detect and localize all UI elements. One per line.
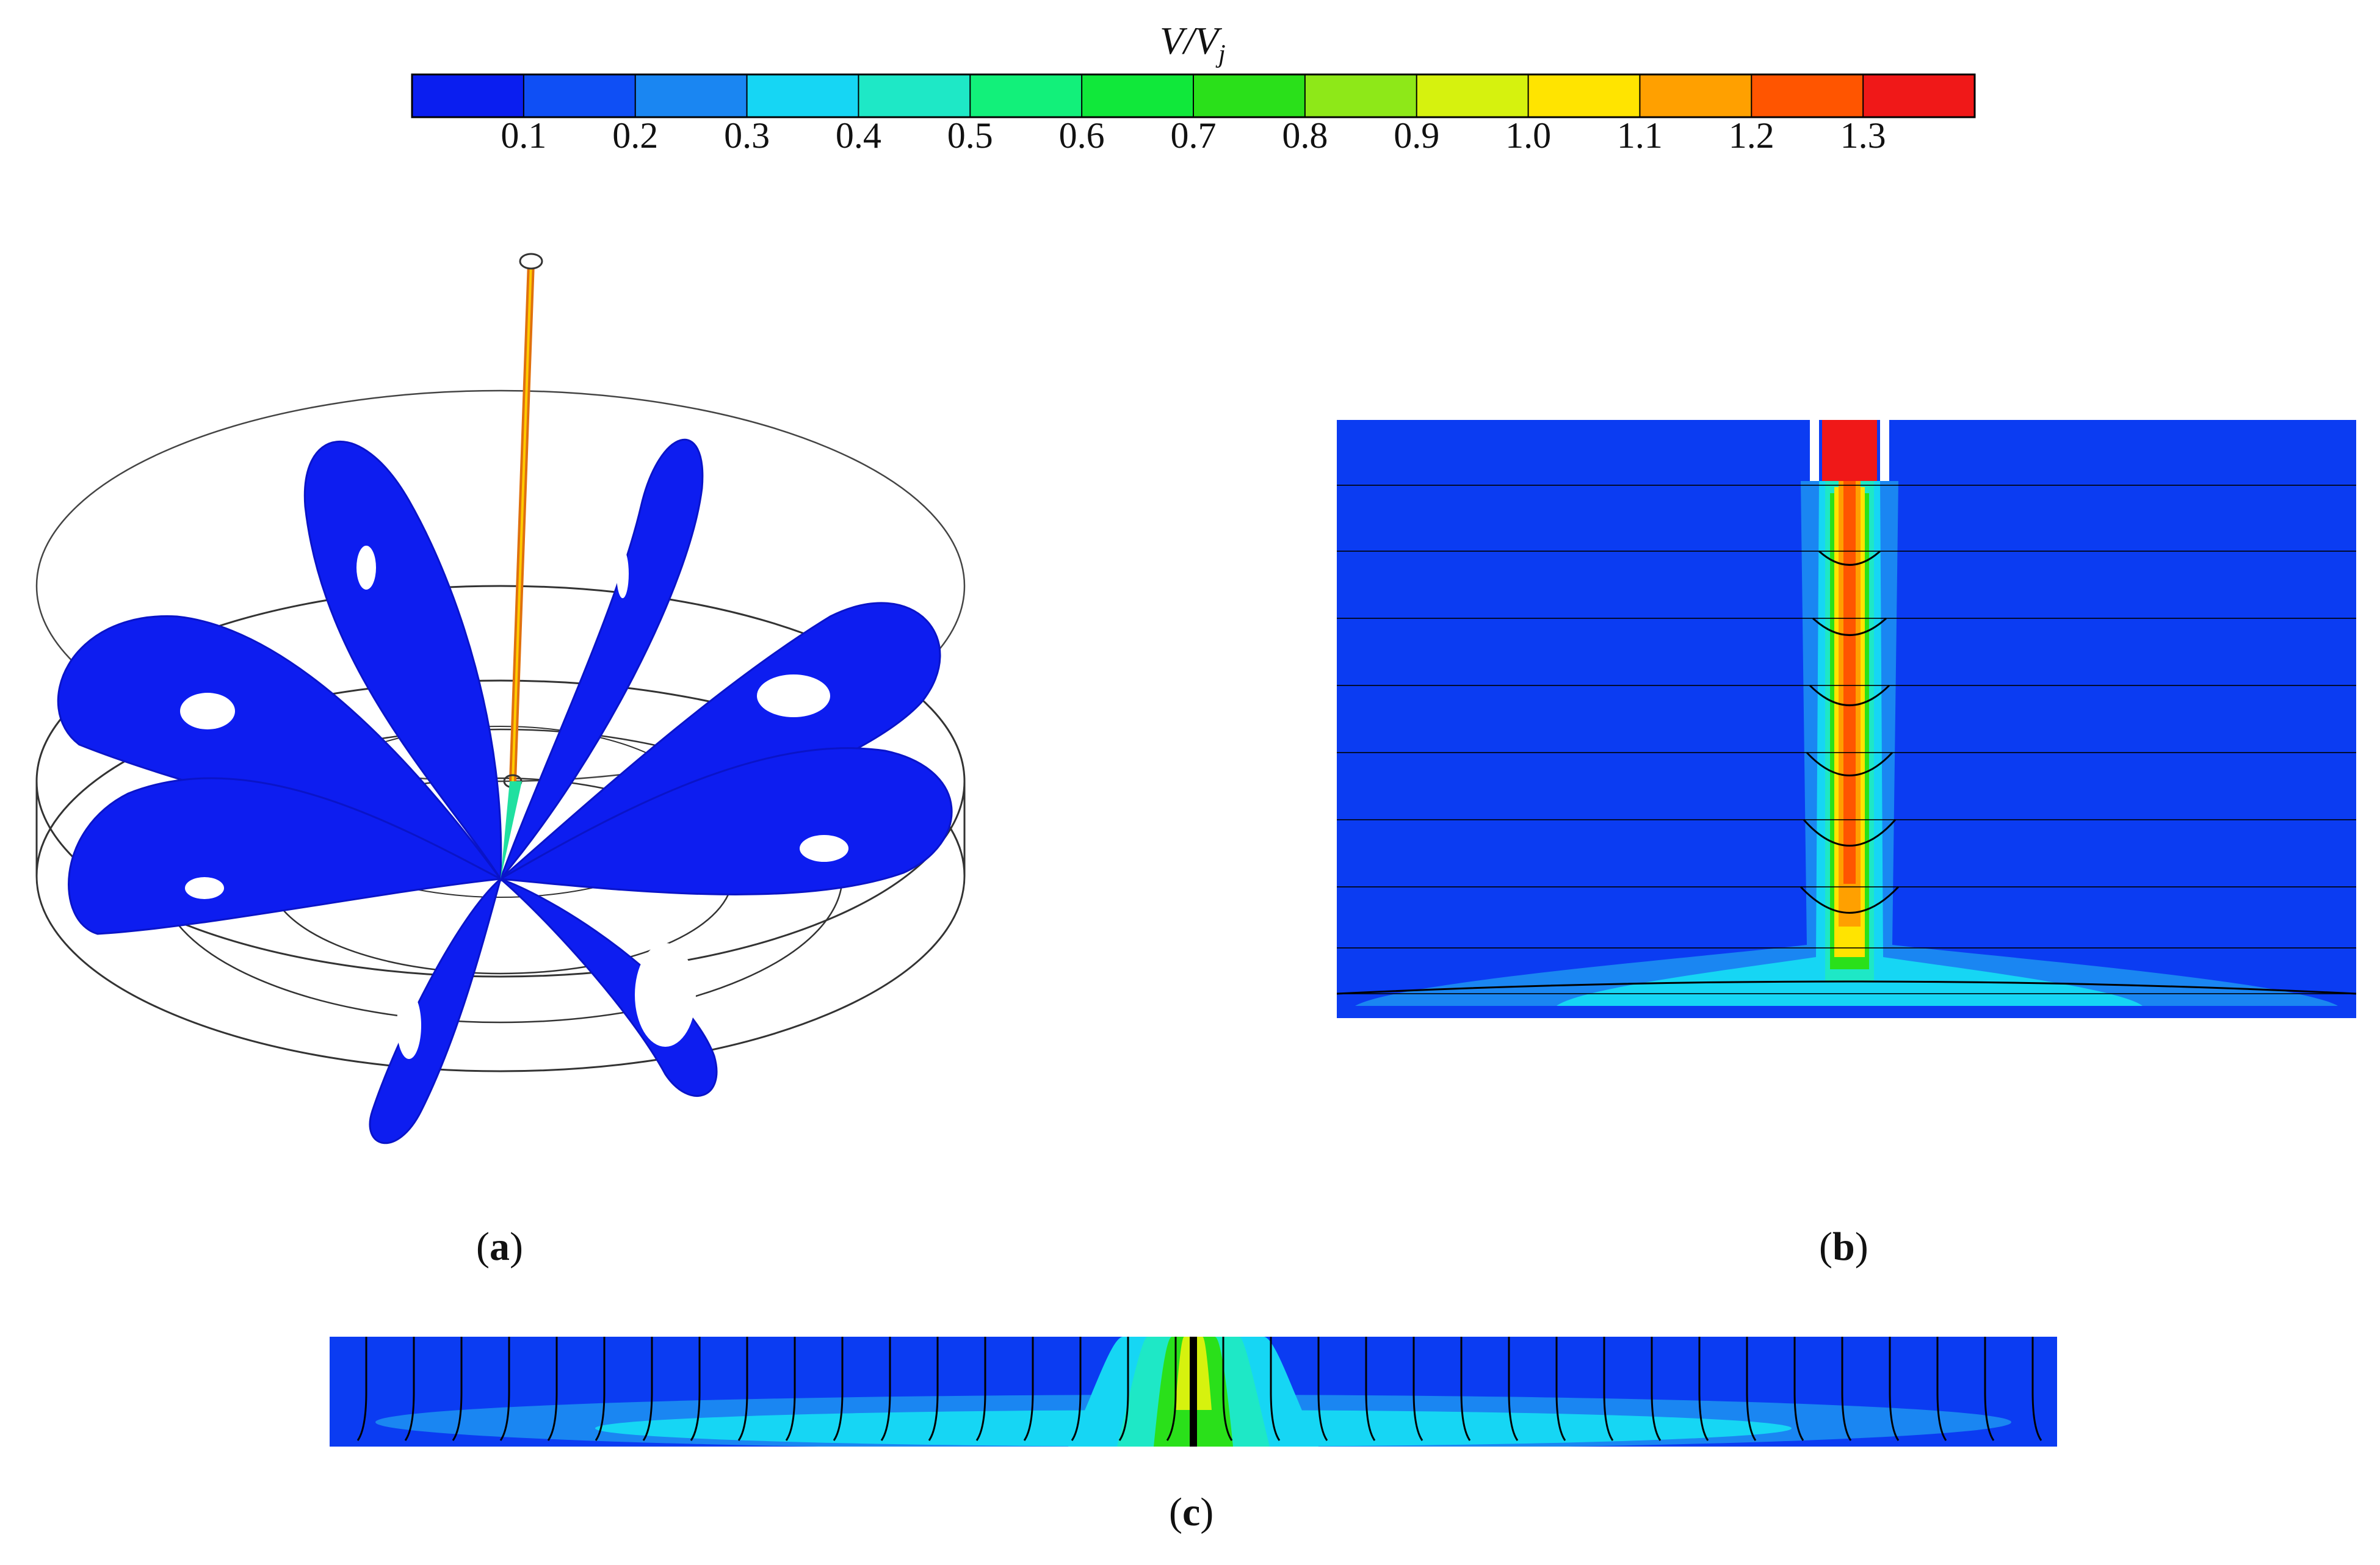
velocity-vector-column — [1118, 1337, 1129, 1441]
colorbar-swatch — [411, 74, 525, 118]
colorbar-swatch — [746, 74, 859, 118]
panel-c-contour — [330, 1337, 2057, 1447]
panel-a-label: (a) — [476, 1224, 523, 1269]
panel-c-label: (c) — [1169, 1490, 1214, 1534]
velocity-vector-column — [1071, 1337, 1082, 1441]
colorbar — [411, 73, 1976, 118]
velocity-vector-column — [928, 1337, 939, 1441]
colorbar-swatch — [1081, 74, 1195, 118]
colorbar-tick-label: 0.1 — [501, 115, 547, 156]
velocity-vector-column — [1984, 1337, 1995, 1441]
velocity-vector-column — [1555, 1337, 1566, 1441]
colorbar-swatch — [634, 74, 748, 118]
colorbar-swatch — [858, 74, 971, 118]
colorbar-swatch — [1193, 74, 1306, 118]
velocity-vector-column — [833, 1337, 844, 1441]
velocity-vector-column — [642, 1337, 653, 1441]
velocity-vector-column — [1651, 1337, 1662, 1441]
colorbar-swatch — [1751, 74, 1864, 118]
velocity-vector-column — [1793, 1337, 1804, 1441]
velocity-vector-column — [547, 1337, 558, 1441]
velocity-vector-column — [356, 1337, 367, 1441]
colorbar-tick-label: 0.5 — [947, 115, 993, 156]
colorbar-swatch — [1862, 74, 1976, 118]
velocity-vector-column — [1317, 1337, 1328, 1441]
panel-a-streamlines — [35, 253, 966, 1144]
velocity-vector-column — [1746, 1337, 1757, 1441]
colorbar-tick-label: 0.8 — [1282, 115, 1328, 156]
colorbar-tick-label: 0.4 — [835, 115, 881, 156]
panel-b-contour — [1337, 420, 2356, 1018]
colorbar-swatch — [523, 74, 637, 118]
velocity-vector-column — [975, 1337, 986, 1441]
velocity-vector-column — [2031, 1337, 2042, 1441]
velocity-vector-column — [690, 1337, 701, 1441]
colorbar-swatch — [1416, 74, 1530, 118]
velocity-vector-column — [1023, 1337, 1034, 1441]
velocity-vector-column — [1365, 1337, 1376, 1441]
velocity-vector-column — [1270, 1337, 1281, 1441]
colorbar-tick-label: 1.1 — [1616, 115, 1663, 156]
velocity-vector-column — [404, 1337, 415, 1441]
velocity-vector-column — [785, 1337, 796, 1441]
velocity-vector-column — [1222, 1337, 1233, 1441]
velocity-vector-column — [1460, 1337, 1471, 1441]
velocity-vector-column — [1166, 1337, 1177, 1441]
colorbar-tick-label: 1.3 — [1840, 115, 1886, 156]
colorbar-tick-label: 0.7 — [1170, 115, 1217, 156]
colorbar-swatch — [1304, 74, 1418, 118]
velocity-vector-column — [1936, 1337, 1947, 1441]
colorbar-tick-label: 0.3 — [724, 115, 770, 156]
colorbar-title: V/Vj — [1160, 19, 1226, 68]
colorbar-swatch — [969, 74, 1083, 118]
velocity-vector-column — [499, 1337, 510, 1441]
velocity-vector-column — [1698, 1337, 1709, 1441]
velocity-vector-column — [737, 1337, 748, 1441]
colorbar-tick-label: 0.2 — [612, 115, 659, 156]
colorbar-swatch — [1527, 74, 1641, 118]
velocity-vector-column — [595, 1337, 606, 1441]
colorbar-tick-label: 1.2 — [1728, 115, 1774, 156]
velocity-vector-column — [1603, 1337, 1614, 1441]
velocity-vector-column — [1889, 1337, 1900, 1441]
colorbar-tick-label: 0.6 — [1058, 115, 1105, 156]
colorbar-swatch — [1639, 74, 1752, 118]
colorbar-tick-label: 0.9 — [1394, 115, 1440, 156]
colorbar-tick-label: 1.0 — [1505, 115, 1552, 156]
panel-b-label: (b) — [1819, 1224, 1868, 1269]
velocity-vector-column — [452, 1337, 463, 1441]
velocity-vector-column — [880, 1337, 891, 1441]
velocity-vector-column — [1508, 1337, 1519, 1441]
velocity-vector-column — [1841, 1337, 1852, 1441]
velocity-vector-column — [1412, 1337, 1423, 1441]
